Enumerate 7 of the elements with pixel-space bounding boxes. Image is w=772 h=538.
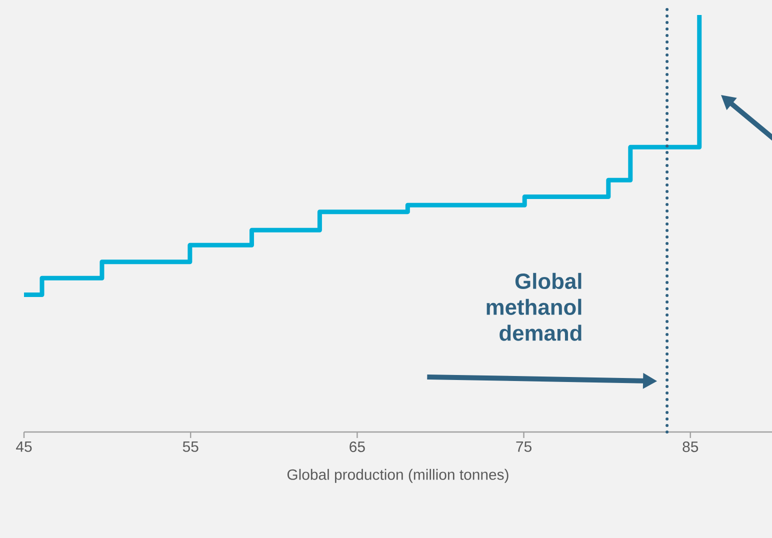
x-axis-title: Global production (million tonnes) [287, 468, 508, 483]
ref-line-label: Global methanol demand [486, 272, 582, 341]
x-tick-label: 75 [516, 442, 532, 452]
x-tick-label: 65 [350, 442, 365, 452]
x-tick-label: 45 [16, 442, 32, 452]
x-tick-label: 85 [682, 442, 698, 452]
x-tick-label: 55 [182, 442, 198, 452]
